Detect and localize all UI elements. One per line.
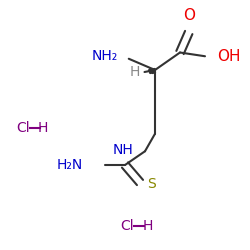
Text: NH₂: NH₂ [91,49,118,63]
Text: Cl: Cl [121,219,134,233]
Text: H₂N: H₂N [56,158,82,172]
Text: H: H [130,66,140,80]
Text: H: H [142,219,153,233]
Text: O: O [183,8,195,22]
Text: Cl: Cl [16,120,30,134]
Text: H: H [38,120,48,134]
Text: S: S [148,177,156,191]
Text: OH: OH [218,49,241,64]
Text: NH: NH [113,143,134,157]
